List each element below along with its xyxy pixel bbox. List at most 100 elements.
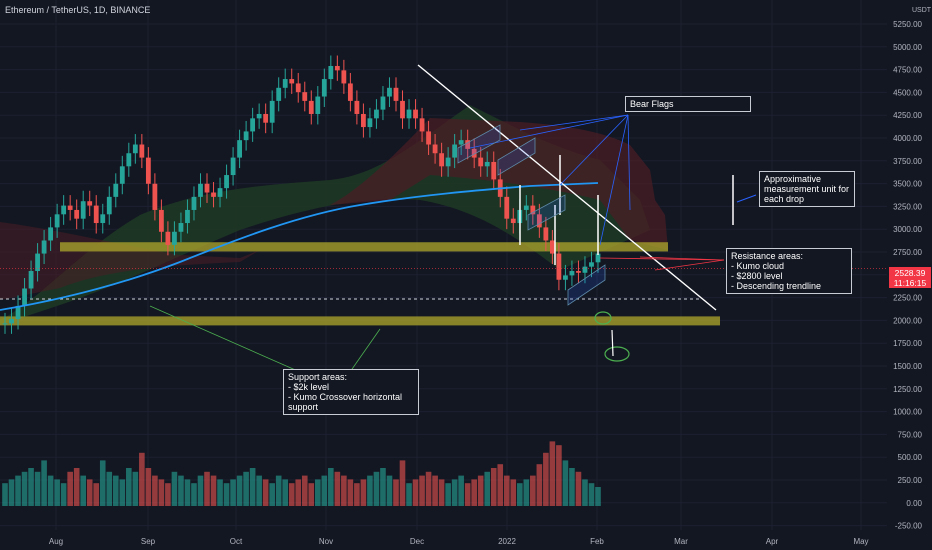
- price-tick-label: 750.00: [898, 430, 923, 439]
- volume-bar: [139, 452, 145, 506]
- candle-body: [315, 96, 321, 114]
- candle-body: [106, 196, 112, 215]
- candle-body: [341, 70, 347, 84]
- volume-bar: [93, 483, 100, 506]
- bear-flags-note[interactable]: Bear Flags: [625, 96, 751, 112]
- price-tick-label: 500.00: [898, 453, 923, 462]
- candle-body: [334, 65, 340, 71]
- volume-bar: [595, 487, 601, 506]
- candle-body: [237, 140, 242, 158]
- candle-body: [74, 209, 80, 219]
- volume-bar: [86, 479, 93, 506]
- kumo-bear-left: [0, 222, 260, 300]
- candle-body: [387, 87, 392, 97]
- candle-body: [510, 218, 516, 224]
- candle-body: [100, 214, 106, 224]
- resistance-pointer: [599, 257, 725, 261]
- candle-body: [393, 87, 399, 101]
- volume-bar: [575, 471, 582, 506]
- volume-bar: [438, 479, 445, 506]
- volume-bar: [354, 483, 360, 506]
- candle-body: [308, 100, 314, 114]
- price-tick-label: 3250.00: [893, 202, 922, 211]
- measurement-note[interactable]: Approximative measurement unit for each …: [759, 171, 855, 207]
- candle-body: [439, 153, 445, 167]
- volume-bar: [197, 475, 204, 506]
- volume-bar: [223, 483, 230, 506]
- candle-body: [504, 196, 510, 219]
- candle-body: [28, 271, 34, 289]
- time-tick-label: Sep: [141, 537, 156, 546]
- volume-bar: [236, 475, 243, 506]
- price-tick-label: 4500.00: [893, 88, 922, 97]
- volume-bar: [543, 452, 549, 506]
- volume-bars: [2, 441, 601, 506]
- time-tick-label: Mar: [674, 537, 688, 546]
- candle-body: [302, 92, 308, 101]
- volume-bar: [308, 483, 315, 506]
- price-tick-label: 2750.00: [893, 248, 922, 257]
- candle-body: [198, 183, 203, 197]
- candle-body: [295, 83, 301, 93]
- price-tick-label: 4250.00: [893, 111, 922, 120]
- support-note[interactable]: Support areas: - $2k level - Kumo Crosso…: [283, 369, 419, 415]
- volume-bar: [458, 475, 464, 506]
- volume-bar: [510, 479, 517, 506]
- volume-bar: [412, 479, 419, 506]
- volume-bar: [243, 471, 249, 506]
- volume-bar: [99, 460, 106, 506]
- price-axis[interactable]: 5250.00 5000.00 4750.00 4500.00 4250.00 4000.…: [893, 20, 922, 531]
- price-tick-label: 250.00: [898, 476, 923, 485]
- candle-body: [452, 144, 458, 158]
- candle-body: [543, 227, 549, 241]
- price-tick-label: 4000.00: [893, 134, 922, 143]
- candle-body: [178, 223, 184, 232]
- indicator-lines: [0, 182, 599, 311]
- bear-flag-channel: [567, 264, 606, 306]
- volume-bar: [445, 483, 451, 506]
- candle-body: [361, 113, 366, 128]
- volume-bar: [393, 479, 399, 506]
- bear-flag-channel: [497, 137, 536, 176]
- price-tick-label: 5250.00: [893, 20, 922, 29]
- time-axis[interactable]: Aug Sep Oct Nov Dec 2022 Feb Mar Apr May: [49, 537, 869, 546]
- trend-drawings: [0, 64, 887, 373]
- time-tick-label: May: [853, 537, 868, 546]
- volume-bar: [256, 475, 262, 506]
- measurement-arrow: [736, 194, 757, 203]
- volume-bar: [80, 475, 86, 506]
- candle-body: [569, 271, 575, 276]
- volume-bar: [249, 468, 256, 506]
- resistance-note[interactable]: Resistance areas: - Kumo cloud - $2800 l…: [726, 248, 852, 294]
- volume-bar: [73, 468, 80, 506]
- volume-bar: [477, 475, 484, 506]
- bear-flag-channel: [457, 124, 501, 164]
- time-tick-label: Dec: [410, 537, 424, 546]
- target-arrow: [611, 329, 614, 357]
- volume-bar: [262, 479, 269, 506]
- price-tick-label: 0.00: [906, 499, 922, 508]
- volume-bar: [171, 471, 178, 506]
- candle-body: [367, 118, 373, 128]
- candle-body: [595, 253, 601, 263]
- volume-bar: [432, 475, 438, 506]
- candle-body: [204, 183, 210, 193]
- candle-body: [380, 96, 386, 110]
- volume-bar: [145, 468, 152, 506]
- candle-body: [119, 166, 125, 184]
- candle-body: [132, 144, 138, 154]
- time-tick-label: 2022: [498, 537, 516, 546]
- candle-body: [406, 109, 412, 119]
- candle-body: [67, 205, 73, 210]
- candle-body: [54, 214, 60, 228]
- candle-body: [41, 240, 47, 254]
- volume-bar: [126, 468, 132, 506]
- candle-body: [491, 161, 497, 180]
- volume-bar: [152, 475, 158, 506]
- time-tick-label: Feb: [590, 537, 604, 546]
- level-2000-band: [0, 316, 720, 326]
- volume-bar: [275, 475, 282, 506]
- symbol-title[interactable]: Ethereum / TetherUS, 1D, BINANCE: [5, 5, 151, 15]
- candle-body: [152, 183, 158, 210]
